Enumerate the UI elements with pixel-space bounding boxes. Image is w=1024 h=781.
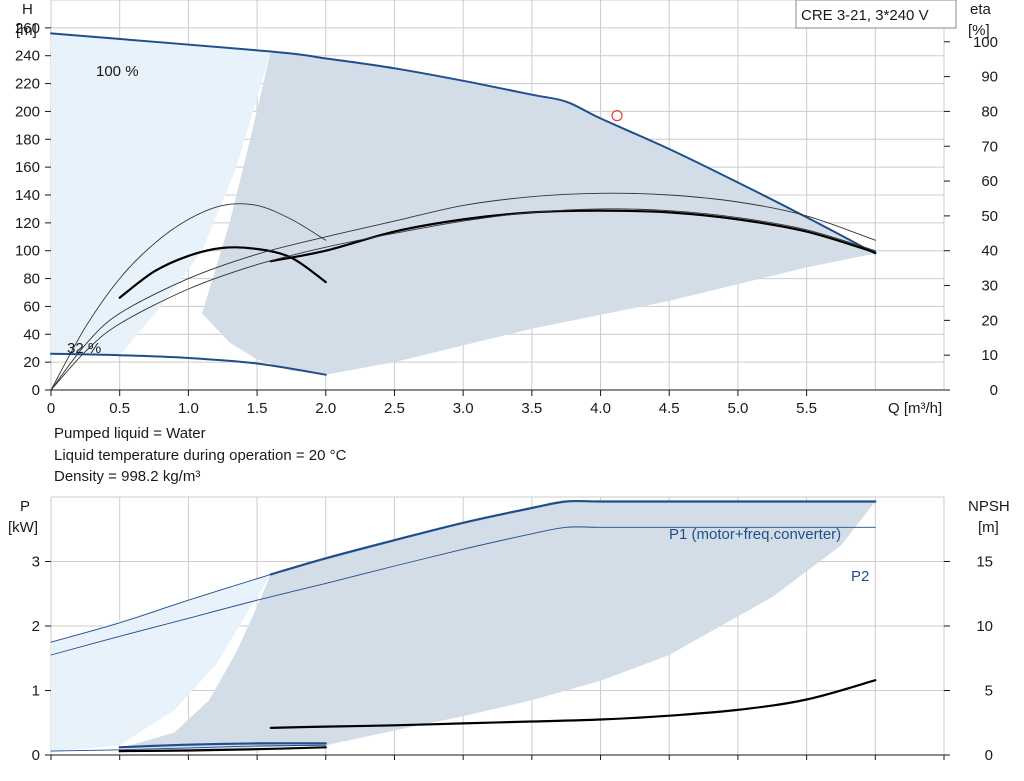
note-liquid-temperature: Liquid temperature during operation = 20… bbox=[54, 446, 347, 464]
y-tick-label: 200 bbox=[15, 103, 40, 120]
y-tick-label: 160 bbox=[15, 159, 40, 176]
series-line bbox=[50, 352, 327, 376]
y-tick-label: 60 bbox=[23, 298, 40, 315]
series-line bbox=[50, 573, 272, 643]
top-curves bbox=[50, 32, 877, 391]
liquid-notes: Pumped liquid = Water Liquid temperature… bbox=[54, 423, 346, 488]
y2-tick-label: 100 bbox=[973, 34, 998, 51]
y-tick-label: 120 bbox=[15, 215, 40, 232]
x-tick-label: 5.5 bbox=[796, 400, 817, 417]
annotation-100-percent: 100 % bbox=[96, 63, 139, 80]
y2-tick-label: 60 bbox=[981, 173, 998, 190]
q-axis-title: Q [m³/h] bbox=[888, 400, 942, 417]
low-speed-region bbox=[51, 574, 271, 752]
x-tick-label: 1.5 bbox=[247, 400, 268, 417]
series-line bbox=[50, 744, 327, 752]
p-axis-title: P [kW] bbox=[8, 498, 38, 536]
series-line bbox=[118, 246, 327, 299]
y2-tick-label: 0 bbox=[985, 747, 993, 764]
y-tick-label: 140 bbox=[15, 187, 40, 204]
series-line bbox=[50, 208, 876, 391]
y-tick-label: 180 bbox=[15, 131, 40, 148]
x-tick-label: 0 bbox=[47, 400, 55, 417]
y-tick-label: 20 bbox=[23, 354, 40, 371]
y-tick-label: 0 bbox=[32, 382, 40, 399]
x-tick-label: 3.5 bbox=[521, 400, 542, 417]
low-speed-region bbox=[51, 33, 271, 356]
x-tick-label: 5.0 bbox=[727, 400, 748, 417]
y2-tick-label: 90 bbox=[981, 69, 998, 86]
p2-label: P2 bbox=[851, 568, 869, 585]
x-tick-label: 4.5 bbox=[659, 400, 680, 417]
y-tick-label: 100 bbox=[15, 243, 40, 260]
y2-tick-label: 5 bbox=[985, 683, 993, 700]
y-tick-label: 40 bbox=[23, 326, 40, 343]
series-line bbox=[50, 203, 327, 391]
y-tick-label: 220 bbox=[15, 76, 40, 93]
y2-tick-label: 80 bbox=[981, 103, 998, 120]
chart-title: CRE 3-21, 3*240 V bbox=[801, 7, 929, 24]
series-line bbox=[269, 499, 877, 576]
annotation-32-percent: 32 % bbox=[67, 340, 101, 357]
axis-labels: 0 0.5 1.0 1.5 2.0 2.5 3.0 3.5 4.0 4.5 5.0 5.5020406… bbox=[15, 20, 998, 764]
y-tick-label: 3 bbox=[32, 554, 40, 571]
series-line bbox=[269, 209, 877, 263]
bottom-curves bbox=[50, 499, 877, 753]
y2-tick-label: 20 bbox=[981, 312, 998, 329]
note-pumped-liquid: Pumped liquid = Water bbox=[54, 425, 206, 442]
y2-tick-label: 15 bbox=[976, 554, 993, 571]
y-tick-label: 260 bbox=[15, 20, 40, 37]
p1-label: P1 (motor+freq.converter) bbox=[669, 526, 841, 543]
y-tick-label: 1 bbox=[32, 683, 40, 700]
x-tick-label: 4.0 bbox=[590, 400, 611, 417]
y-tick-label: 240 bbox=[15, 48, 40, 65]
series-line bbox=[269, 679, 877, 729]
y2-tick-label: 10 bbox=[981, 347, 998, 364]
y2-tick-label: 10 bbox=[976, 618, 993, 635]
y2-tick-label: 50 bbox=[981, 208, 998, 225]
y2-tick-label: 40 bbox=[981, 243, 998, 260]
series-line bbox=[50, 526, 876, 656]
y2-tick-label: 70 bbox=[981, 138, 998, 155]
npsh-axis-title: NPSH [m] bbox=[968, 498, 1010, 536]
note-density: Density = 998.2 kg/m³ bbox=[54, 468, 201, 485]
title-box bbox=[795, 0, 957, 29]
x-tick-label: 3.0 bbox=[453, 400, 474, 417]
y2-tick-label: 30 bbox=[981, 278, 998, 295]
x-tick-label: 0.5 bbox=[109, 400, 130, 417]
series-line bbox=[118, 746, 327, 753]
eta-axis-title: eta [%] bbox=[968, 1, 992, 39]
x-tick-label: 2.0 bbox=[315, 400, 336, 417]
series-line bbox=[118, 742, 327, 749]
y-tick-label: 80 bbox=[23, 271, 40, 288]
x-tick-label: 2.5 bbox=[384, 400, 405, 417]
series-line bbox=[50, 192, 876, 391]
h-axis-title: H [m] bbox=[16, 1, 37, 39]
y2-tick-label: 0 bbox=[990, 382, 998, 399]
duty-point-marker bbox=[611, 110, 623, 122]
x-tick-label: 1.0 bbox=[178, 400, 199, 417]
y-tick-label: 2 bbox=[32, 618, 40, 635]
y-tick-label: 0 bbox=[32, 747, 40, 764]
axes bbox=[45, 27, 950, 760]
series-line bbox=[50, 32, 877, 255]
